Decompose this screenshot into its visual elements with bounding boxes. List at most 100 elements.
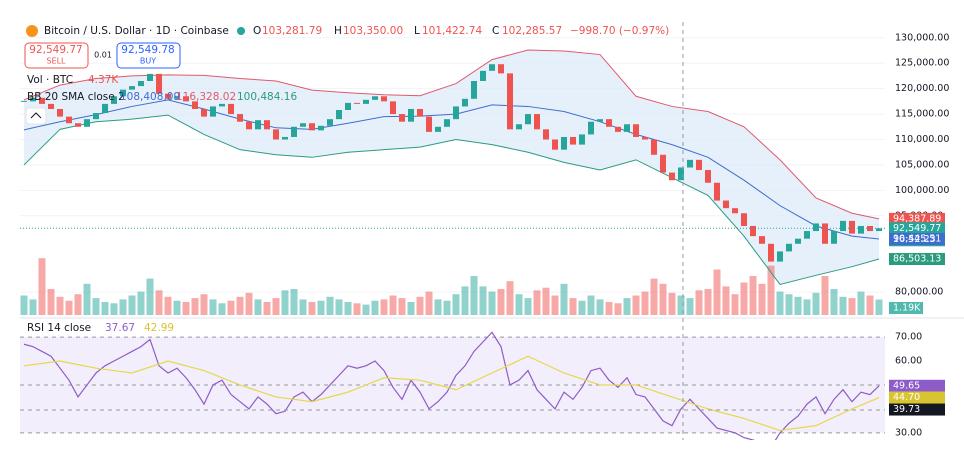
- candle: [183, 96, 189, 102]
- y-tick-label: 115,000.00: [895, 109, 949, 120]
- volume-bar: [740, 282, 748, 315]
- sell-button[interactable]: [24, 42, 89, 69]
- price-tag-label: 49.65: [893, 380, 920, 391]
- candle: [174, 96, 180, 99]
- volume-bar: [74, 294, 82, 315]
- buy-price: 92,549.78: [121, 44, 174, 56]
- volume-bar: [263, 302, 271, 315]
- vol-value: 4.37K: [88, 74, 119, 86]
- candle: [93, 113, 99, 120]
- volume-bar: [317, 300, 325, 315]
- candle: [786, 243, 792, 252]
- volume-bar: [515, 294, 523, 315]
- volume-bar: [173, 300, 181, 315]
- volume-bar: [119, 299, 127, 315]
- candle: [759, 236, 765, 244]
- candle: [345, 102, 351, 111]
- candle: [444, 119, 450, 127]
- candle: [498, 64, 504, 74]
- ohlc-value: 101,422.74: [422, 25, 482, 37]
- candle: [480, 70, 486, 82]
- candle: [318, 125, 324, 131]
- price-tag: [889, 232, 945, 245]
- candle: [732, 208, 738, 214]
- candle: [471, 81, 477, 99]
- change: −998.70 (−0.97%): [570, 25, 669, 37]
- price-tag-label: 94,387.89: [893, 213, 941, 224]
- status-dot: [237, 27, 245, 35]
- volume-bar: [686, 298, 694, 315]
- candle: [156, 73, 162, 94]
- volume-bar: [281, 290, 289, 315]
- candle: [120, 89, 126, 97]
- volume-bar: [506, 281, 514, 315]
- candle: [435, 126, 441, 132]
- candle: [282, 136, 288, 140]
- candle: [102, 103, 108, 114]
- candle: [570, 136, 576, 145]
- candle: [327, 119, 333, 126]
- price-tag-label: 39.73: [893, 404, 920, 415]
- volume-bar: [605, 302, 613, 315]
- volume-bar: [803, 299, 811, 315]
- candle: [363, 99, 369, 104]
- spread: 0.01: [94, 51, 112, 60]
- volume-bar: [92, 298, 100, 315]
- volume-bar: [524, 298, 532, 315]
- y-tick-label: 125,000.00: [895, 58, 949, 69]
- collapse-button[interactable]: [25, 107, 47, 125]
- candle: [426, 116, 432, 132]
- candle: [597, 119, 603, 122]
- volume-bar: [470, 276, 478, 315]
- volume-bar: [335, 299, 343, 315]
- price-tag: [889, 253, 945, 266]
- volume-bar: [785, 294, 793, 315]
- ohlc-label: O: [253, 25, 261, 37]
- volume-bar: [38, 258, 46, 315]
- volume-bar: [497, 289, 505, 315]
- volume-bar: [434, 299, 442, 315]
- candle: [390, 101, 396, 115]
- volume-bar: [452, 294, 460, 315]
- symbol: Bitcoin / U.S. Dollar · 1D · Coinbase: [44, 25, 229, 37]
- volume-bar: [47, 289, 55, 315]
- volume-bar: [164, 296, 172, 315]
- volume-bar: [650, 278, 658, 315]
- y-tick-label: 130,000.00: [895, 32, 949, 43]
- candle: [147, 73, 153, 82]
- candle: [309, 123, 315, 131]
- candle: [273, 129, 279, 140]
- volume-bar: [380, 299, 388, 315]
- candle: [138, 81, 144, 87]
- candle: [552, 139, 558, 150]
- volume-bar: [596, 299, 604, 315]
- candle: [561, 136, 567, 150]
- candle: [255, 120, 261, 130]
- candle: [219, 103, 225, 107]
- volume-tag: [889, 302, 923, 314]
- volume-bar: [857, 291, 865, 315]
- candle: [849, 220, 855, 234]
- candle: [606, 119, 612, 127]
- candle: [768, 243, 774, 262]
- volume-bar: [443, 300, 451, 315]
- ohlc-label: L: [414, 25, 420, 37]
- candle: [210, 106, 216, 117]
- volume-bar: [416, 296, 424, 315]
- candle: [624, 124, 630, 132]
- candle: [723, 200, 729, 209]
- volume-bar: [236, 296, 244, 315]
- volume-bar: [389, 295, 397, 315]
- candle: [642, 136, 648, 140]
- volume-bar: [632, 295, 640, 315]
- candle: [111, 96, 117, 104]
- buy-button[interactable]: [116, 42, 181, 69]
- volume-bar: [146, 278, 154, 315]
- bb-lower: 100,484.16: [237, 91, 297, 103]
- candle: [336, 110, 342, 120]
- volume-bar: [218, 303, 226, 315]
- bb-upper: 116,328.02: [176, 91, 236, 103]
- buy-label: BUY: [140, 57, 156, 66]
- volume-bar: [128, 295, 136, 315]
